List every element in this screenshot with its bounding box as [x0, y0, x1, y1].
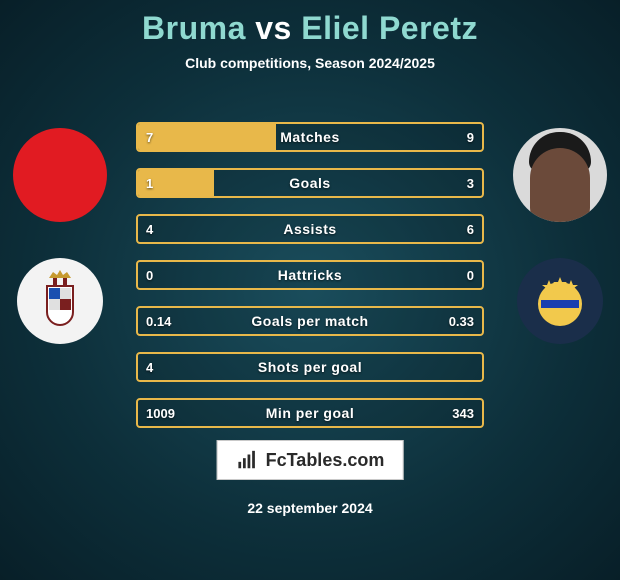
- vs-separator: vs: [255, 10, 292, 46]
- player2-name: Eliel Peretz: [301, 10, 478, 46]
- braga-crest-icon: [27, 268, 93, 334]
- stat-bar-row: 00Hattricks: [136, 260, 484, 290]
- fctables-logo: FcTables.com: [217, 440, 404, 480]
- date-text: 22 september 2024: [0, 500, 620, 516]
- bar-label: Goals per match: [138, 308, 482, 334]
- stat-bar-row: 1009343Min per goal: [136, 398, 484, 428]
- player2-avatar: [513, 128, 607, 222]
- bar-label: Hattricks: [138, 262, 482, 288]
- maccabi-crest-icon: [527, 268, 593, 334]
- bar-label: Matches: [138, 124, 482, 150]
- bar-label: Shots per goal: [138, 354, 482, 380]
- player1-avatar: [13, 128, 107, 222]
- bar-label: Goals: [138, 170, 482, 196]
- subtitle: Club competitions, Season 2024/2025: [0, 55, 620, 71]
- player2-club-crest: [517, 258, 603, 344]
- bar-label: Min per goal: [138, 400, 482, 426]
- stat-bar-row: 0.140.33Goals per match: [136, 306, 484, 336]
- stat-bar-row: 4Shots per goal: [136, 352, 484, 382]
- chart-icon: [236, 449, 258, 471]
- player1-club-crest: [17, 258, 103, 344]
- comparison-title: Bruma vs Eliel Peretz: [0, 0, 620, 47]
- bar-label: Assists: [138, 216, 482, 242]
- logo-text: FcTables.com: [266, 450, 385, 471]
- player1-name: Bruma: [142, 10, 246, 46]
- stat-bar-row: 79Matches: [136, 122, 484, 152]
- stat-bar-row: 13Goals: [136, 168, 484, 198]
- stats-bars-container: 79Matches 13Goals 46Assists 00Hattricks 0.14…: [136, 122, 484, 444]
- avatar-face: [530, 148, 590, 222]
- stat-bar-row: 46Assists: [136, 214, 484, 244]
